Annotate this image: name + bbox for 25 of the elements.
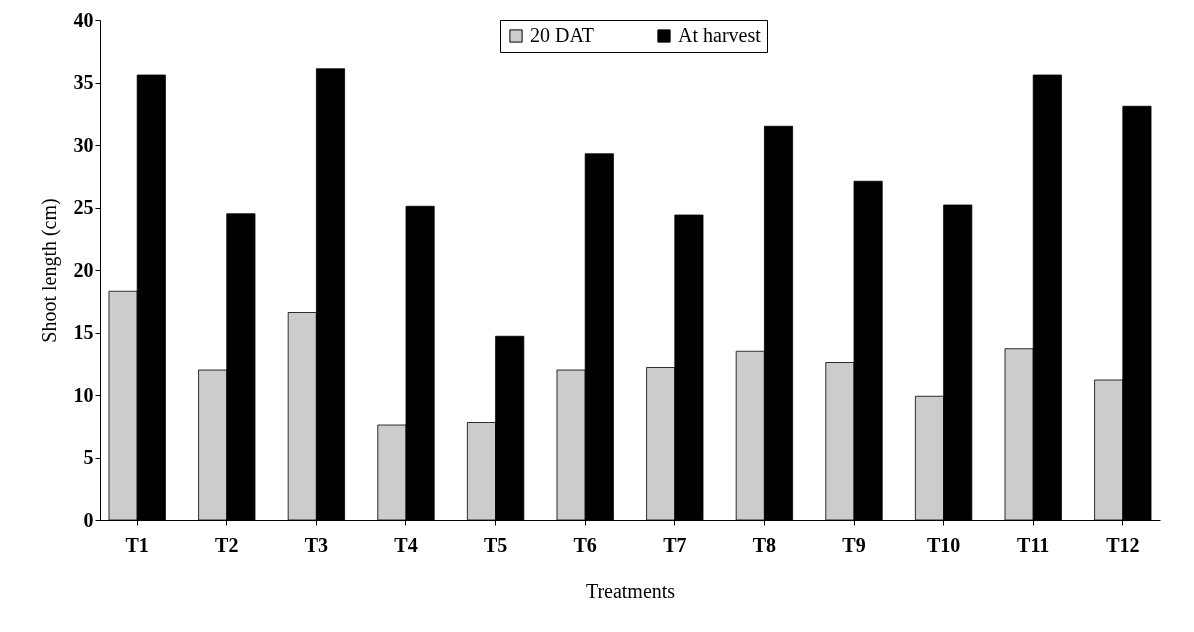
x-tick-label: T12 [1106,533,1140,556]
x-tick-label: T6 [573,533,597,556]
legend-label: At harvest [678,24,762,46]
y-tick-label: 5 [83,446,94,468]
y-tick-label: 30 [73,133,94,156]
x-tick-label: T10 [926,533,961,556]
x-tick-label: T9 [842,533,866,556]
y-tick-label: 25 [73,196,94,218]
legend-label: 20 DAT [530,24,594,46]
x-tick-label: T7 [663,533,687,556]
x-tick-label: T1 [125,533,149,556]
y-tick-label: 20 [73,258,94,281]
y-axis-title: Shoot length (cm) [37,198,61,343]
x-tick-label: T5 [483,533,508,556]
x-tick-label: T3 [304,533,329,556]
x-tick-label: T11 [1017,533,1050,556]
y-tick-label: 35 [73,71,94,93]
x-tick-label: T8 [752,533,777,556]
x-tick-label: T2 [215,533,239,556]
y-tick-label: 15 [73,321,94,343]
y-tick-label: 0 [83,508,94,531]
x-tick-label: T4 [394,533,418,556]
y-tick-label: 40 [73,8,94,31]
y-tick-label: 10 [73,383,94,406]
x-axis-title: Treatments [585,579,676,602]
